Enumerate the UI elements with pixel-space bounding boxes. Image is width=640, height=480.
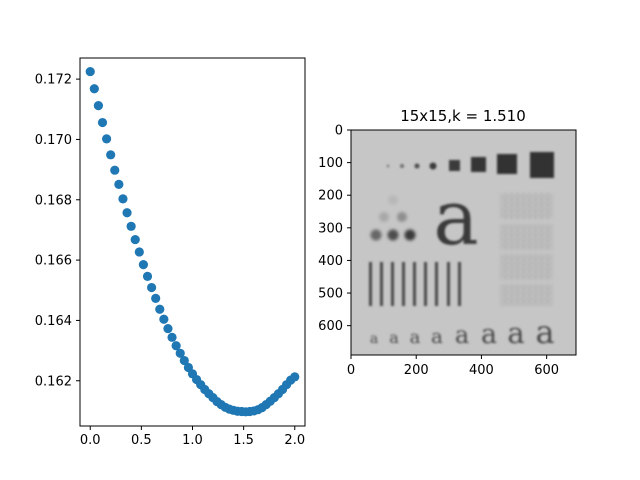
square-row bbox=[386, 152, 554, 178]
x-tick-label: 0 bbox=[347, 363, 355, 378]
scatter-x-ticks: 0.0 0.5 1.0 1.5 2.0 bbox=[80, 426, 305, 448]
scatter-point bbox=[134, 247, 144, 257]
y-tick-label: 600 bbox=[318, 319, 343, 334]
image-x-ticks: 0 200 400 600 bbox=[347, 355, 559, 378]
small-letter: a bbox=[455, 321, 469, 349]
scatter-plot: 0.0 0.5 1.0 1.5 2.0 0.162 0.164 0.166 0.168 0.17… bbox=[35, 57, 306, 448]
scatter-point bbox=[290, 372, 300, 382]
scatter-points bbox=[85, 66, 300, 417]
scatter-point bbox=[118, 194, 128, 204]
y-tick-label: 0.164 bbox=[35, 314, 72, 329]
scatter-point bbox=[159, 314, 169, 324]
scatter-point bbox=[155, 304, 165, 314]
small-letter: a bbox=[370, 331, 378, 347]
letter-row: a a a a a a a a bbox=[370, 313, 555, 351]
small-letter: a bbox=[410, 327, 421, 348]
scatter-point bbox=[138, 260, 149, 270]
x-tick-label: 0.0 bbox=[80, 433, 101, 448]
scatter-point bbox=[130, 234, 140, 245]
y-tick-label: 0.166 bbox=[35, 254, 72, 269]
small-letter: a bbox=[389, 328, 399, 347]
x-tick-label: 200 bbox=[404, 363, 429, 378]
scatter-point bbox=[142, 271, 153, 281]
scatter-point bbox=[122, 208, 132, 218]
scatter-point bbox=[85, 66, 95, 77]
scatter-point bbox=[179, 355, 189, 366]
x-tick-label: 400 bbox=[469, 363, 494, 378]
small-letter: a bbox=[507, 316, 524, 350]
y-tick-label: 300 bbox=[318, 221, 343, 236]
vertical-bars bbox=[369, 262, 461, 306]
scatter-point bbox=[114, 179, 124, 189]
scatter-point bbox=[93, 101, 104, 111]
scatter-point bbox=[171, 341, 181, 351]
image-y-ticks: 0 100 200 300 400 500 600 bbox=[318, 124, 351, 334]
scatter-point bbox=[101, 134, 112, 144]
y-tick-label: 500 bbox=[318, 287, 343, 302]
y-tick-label: 0.172 bbox=[35, 73, 72, 88]
image-plot: 15x15,k = 1.510 bbox=[318, 107, 577, 378]
y-tick-label: 0.170 bbox=[35, 133, 72, 148]
small-letter: a bbox=[535, 313, 554, 351]
x-tick-label: 0.5 bbox=[131, 433, 152, 448]
scatter-point bbox=[106, 150, 116, 160]
scatter-point bbox=[126, 221, 136, 231]
y-tick-label: 100 bbox=[318, 156, 343, 171]
scatter-plot-area bbox=[80, 58, 305, 426]
scatter-plot-frame bbox=[79, 57, 306, 427]
scatter-point bbox=[110, 165, 120, 175]
x-tick-label: 600 bbox=[534, 363, 559, 378]
image-plot-title: 15x15,k = 1.510 bbox=[400, 107, 526, 125]
x-tick-label: 1.5 bbox=[233, 433, 254, 448]
x-tick-label: 1.0 bbox=[182, 433, 203, 448]
scatter-point bbox=[163, 323, 173, 334]
y-tick-label: 400 bbox=[318, 254, 343, 269]
y-tick-label: 200 bbox=[318, 189, 343, 204]
small-letter: a bbox=[431, 324, 443, 348]
scatter-point bbox=[167, 332, 177, 342]
y-tick-label: 0 bbox=[335, 124, 343, 139]
scatter-y-ticks: 0.162 0.164 0.166 0.168 0.170 0.172 bbox=[35, 73, 80, 389]
circle-group bbox=[370, 195, 416, 241]
big-letter: a bbox=[433, 173, 478, 262]
noise-blocks bbox=[500, 193, 553, 306]
scatter-point bbox=[175, 348, 185, 358]
image-plot-frame bbox=[350, 129, 577, 356]
small-letter: a bbox=[481, 319, 497, 350]
x-tick-label: 2.0 bbox=[284, 433, 305, 448]
y-tick-label: 0.162 bbox=[35, 374, 72, 389]
y-tick-label: 0.168 bbox=[35, 193, 72, 208]
scatter-point bbox=[151, 293, 161, 304]
blurred-test-image: a a a bbox=[351, 130, 576, 355]
scatter-point bbox=[89, 84, 99, 94]
scatter-point bbox=[146, 282, 157, 293]
scatter-point bbox=[97, 117, 108, 128]
